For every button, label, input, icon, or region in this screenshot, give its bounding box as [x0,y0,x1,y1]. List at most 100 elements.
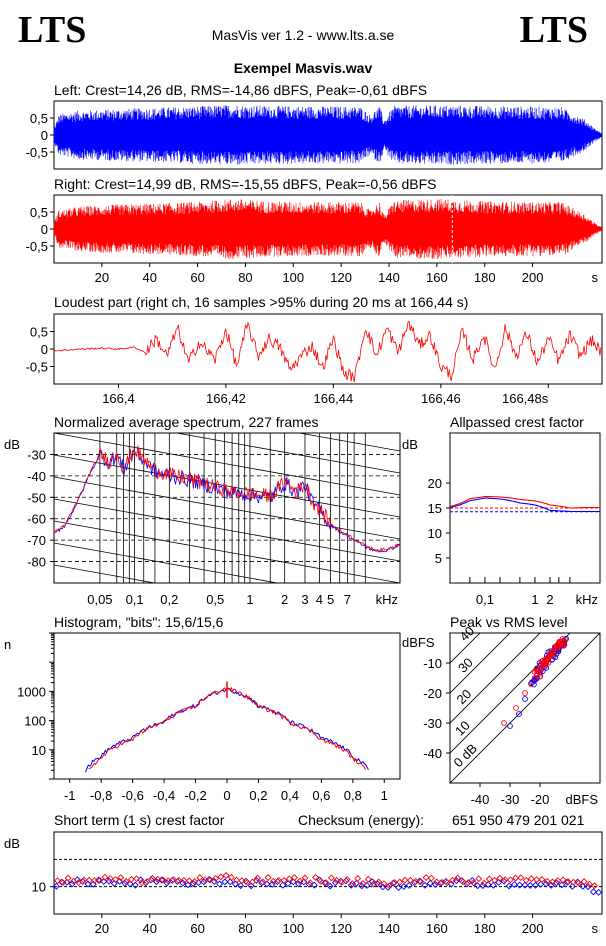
peakrms-point-right [562,637,569,643]
short-crest-point-right [101,873,109,881]
histogram-xtick-label: 0 [223,788,230,803]
short-crest-point-right [148,874,156,882]
peakrms-frame [449,632,601,784]
short-crest-point-right [122,878,130,885]
spectrum-xtick-label: 0,1 [126,592,144,607]
short-crest-point-right [196,874,204,882]
short-crest-xtick-label: 80 [238,921,252,936]
short-crest-point-left [368,878,376,886]
short-crest-point-right [248,878,256,886]
spectrum-slope [174,433,400,474]
spectrum-ytick-label: -40 [27,469,46,484]
short-crest-point-left [542,880,550,888]
spectrum-xtick-label: 1 [246,592,253,607]
histogram-xtick-label: -1 [64,788,76,803]
peakrms-point-right [545,653,552,660]
loudest-ytick-label: -0,5 [26,360,48,375]
short-crest-point-right [296,877,304,885]
peakrms-point-right [551,644,558,650]
short-crest-point-right [69,877,77,885]
short-crest-point-left [489,881,497,889]
right-waveform-signal [53,199,602,260]
short-crest-point-left [331,879,339,887]
short-crest-point-left [579,882,587,890]
peakrms-point-right [537,670,544,677]
short-crest-xtick-label: 200 [522,921,544,936]
short-crest-point-right [154,875,162,883]
peakrms-diagonal-label: 20 [454,686,475,707]
short-crest-point-right [391,879,398,887]
short-crest-point-left [421,881,429,889]
right-waveform-xunit: s [592,270,599,285]
spectrum-slope [54,433,400,496]
short-crest-point-left [400,882,408,890]
spectrum-xtick-label: 0,2 [160,592,178,607]
logo-left: LTS [18,9,87,51]
short-crest-point-left [179,879,187,887]
short-crest-point-left [558,881,566,889]
short-crest-point-right [554,877,562,885]
short-crest-point-right [580,878,588,886]
peakrms-point-right [557,639,564,646]
short-crest-xtick-label: 100 [282,921,304,936]
short-crest-point-left [521,881,529,889]
short-crest-point-right [401,876,409,884]
short-crest-point-right [454,874,462,882]
short-crest-point-left [395,884,403,891]
short-crest-point-right [138,879,146,887]
left-waveform-ytick-label: 0 [41,128,48,143]
logo-right: LTS [519,9,588,51]
short-crest-point-left [510,881,518,888]
crest-xtick-label: 2 [546,592,553,607]
short-crest-point-right [185,877,193,885]
short-crest-point-left [479,882,487,890]
loudest-xtick-label: 166,46 [421,391,461,406]
short-crest-point-right [333,876,341,884]
short-crest-point-right [491,876,499,884]
short-crest-point-right [269,877,277,885]
loudest-xtick-label: 166,42 [206,391,246,406]
short-crest-point-right [591,882,599,890]
peakrms-diagonal-label: 30 [455,655,476,676]
short-crest-point-left [426,879,434,887]
short-crest-point-left [105,877,113,885]
short-crest-point-right [238,877,246,885]
crest-right [449,495,600,509]
short-crest-point-right [406,876,414,884]
loudest-signal [53,320,603,383]
peakrms-xtick-label: -20 [531,792,550,807]
histogram-frame [53,632,401,780]
histogram-right [88,686,366,771]
short-crest-point-left [326,882,334,890]
right-waveform-xtick-label: 180 [474,270,496,285]
short-crest-point-right [159,876,167,884]
spectrum-ytick-label: -60 [27,512,46,527]
peakrms-point-left [507,723,513,729]
short-crest-point-left [431,880,439,888]
peakrms-diagonal [450,633,481,664]
short-crest-point-left [279,881,287,889]
histogram-title: Histogram, "bits": 15,6/15,6 [54,614,224,630]
spectrum-left [54,446,400,553]
short-crest-point-right [522,876,530,884]
short-crest-point-right [470,879,477,887]
short-crest-point-left [295,880,303,888]
short-crest-point-right [543,877,551,885]
short-crest-point-right [570,878,577,886]
short-crest-point-right [448,876,456,884]
short-crest-point-left [537,880,545,888]
short-crest-point-left [595,888,603,896]
histogram-ytick-label: 10 [32,743,46,758]
short-crest-ytick-label: 10 [32,880,46,895]
histogram-left [85,687,369,773]
short-crest-point-right [359,880,367,887]
short-crest-point-right [512,874,520,882]
short-crest-point-left [263,880,271,888]
right-waveform-ytick-label: 0 [41,222,48,237]
left-waveform-ytick-label: -0,5 [26,145,48,160]
peakrms-point-right [513,705,519,711]
short-crest-point-right [180,876,188,884]
short-crest-point-right [127,875,135,883]
short-crest-ylabel: dB [4,836,20,851]
short-crest-point-right [464,879,472,887]
